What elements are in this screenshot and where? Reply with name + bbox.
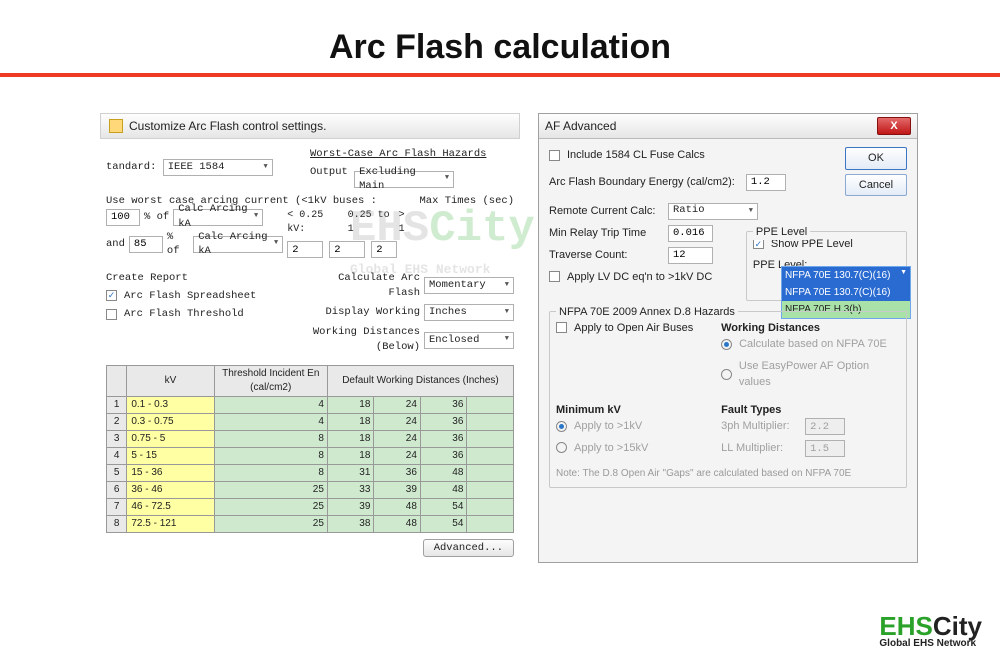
lbl-wd-1: Calculate based on NFPA 70E: [739, 336, 887, 353]
afbe-input[interactable]: [746, 174, 786, 191]
mrt-input[interactable]: [668, 225, 713, 242]
settings-panel: Customize Arc Flash control settings. EH…: [100, 113, 520, 563]
disp-w-label: Display Working: [325, 305, 420, 320]
d8-title: NFPA 70E 2009 Annex D.8 Hazards: [556, 304, 738, 321]
table-row: 636 - 4625333948: [107, 481, 514, 498]
th-kv: kV: [127, 365, 214, 396]
tc-label: Traverse Count:: [549, 247, 664, 264]
table-row: 746 - 72.525394854: [107, 498, 514, 515]
advanced-button[interactable]: Advanced...: [423, 539, 514, 557]
settings-icon: [109, 119, 123, 133]
lbl-wd-2: Use EasyPower AF Option values: [739, 358, 900, 391]
af-advanced-dialog: AF Advanced X OK Cancel Include 1584 CL …: [538, 113, 918, 563]
standard-select[interactable]: IEEE 1584: [163, 159, 273, 176]
ppe-group-title: PPE Level: [753, 224, 810, 241]
standard-label: tandard:: [106, 161, 156, 173]
ft-3ph-input[interactable]: [805, 418, 845, 435]
chk-spreadsheet[interactable]: [106, 290, 117, 301]
mt-v1[interactable]: [287, 241, 323, 258]
cancel-button[interactable]: Cancel: [845, 174, 907, 197]
close-icon[interactable]: X: [877, 117, 911, 135]
slide-title: Arc Flash calculation: [0, 28, 1000, 67]
table-row: 872.5 - 12125384854: [107, 515, 514, 532]
output-select[interactable]: Excluding Main: [354, 171, 454, 188]
calc-af-label: Calculate Arc Flash: [310, 271, 420, 300]
lbl-minkv-2: Apply to >15kV: [574, 440, 648, 457]
settings-header: Customize Arc Flash control settings.: [100, 113, 520, 139]
ft-title: Fault Types: [721, 402, 900, 419]
worst-case-title: Worst-Case Arc Flash Hazards: [310, 147, 510, 162]
settings-header-text: Customize Arc Flash control settings.: [129, 119, 326, 133]
table-row: 45 - 158182436: [107, 447, 514, 464]
ft-ll-input[interactable]: [805, 440, 845, 457]
lbl-minkv-1: Apply to >1kV: [574, 418, 642, 435]
wd-select[interactable]: Enclosed: [424, 332, 514, 349]
wc-of-2: % of: [167, 230, 189, 259]
afbe-label: Arc Flash Boundary Energy (cal/cm2):: [549, 174, 735, 191]
lbl-apply-lv: Apply LV DC eq'n to >1kV DC: [567, 269, 712, 286]
chk-include-1584[interactable]: [549, 150, 560, 161]
output-label: Output: [310, 166, 348, 178]
mt-col3: > 1: [399, 209, 416, 237]
mt-col2: 0.25 to 1: [348, 209, 393, 237]
lbl-include-1584: Include 1584 CL Fuse Calcs: [567, 147, 705, 164]
wd-label: Working Distances (Below): [310, 325, 420, 354]
lbl-spreadsheet: Arc Flash Spreadsheet: [124, 289, 256, 304]
lbl-threshold: Arc Flash Threshold: [124, 307, 244, 322]
tc-input[interactable]: [668, 247, 713, 264]
radio-minkv-1[interactable]: [556, 421, 567, 432]
minkv-title: Minimum kV: [556, 402, 721, 419]
dialog-title: AF Advanced: [545, 119, 616, 133]
th-threshold: Threshold Incident En (cal/cm2): [214, 365, 327, 396]
wc-calc-1[interactable]: Calc Arcing kA: [173, 209, 263, 226]
radio-wd-2[interactable]: [721, 369, 732, 380]
mt-col1: < 0.25 kV:: [287, 209, 341, 237]
calc-af-select[interactable]: Momentary: [424, 277, 514, 294]
th-blank: [107, 365, 127, 396]
wc-calc-2[interactable]: Calc Arcing kA: [193, 236, 283, 253]
radio-minkv-2[interactable]: [556, 442, 567, 453]
rcc-select[interactable]: Ratio: [668, 203, 758, 220]
d8-note: Note: The D.8 Open Air "Gaps" are calcul…: [556, 466, 900, 481]
th-default: Default Working Distances (Inches): [327, 365, 513, 396]
ppe-opt-1[interactable]: NFPA 70E 130.7(C)(16): [782, 284, 910, 301]
table-row: 30.75 - 58182436: [107, 430, 514, 447]
max-times-title: Max Times (sec): [419, 194, 514, 209]
distance-table: kV Threshold Incident En (cal/cm2) Defau…: [106, 365, 514, 533]
create-report-title: Create Report: [106, 271, 310, 286]
chk-apply-lv[interactable]: [549, 271, 560, 282]
wc-and: and: [106, 237, 125, 252]
ok-button[interactable]: OK: [845, 147, 907, 170]
rcc-label: Remote Current Calc:: [549, 203, 664, 220]
chk-apply-open[interactable]: [556, 322, 567, 333]
mrt-label: Min Relay Trip Time: [549, 225, 664, 242]
ft-3ph-label: 3ph Multiplier:: [721, 418, 801, 435]
wc-percent-2[interactable]: [129, 236, 163, 253]
lbl-apply-open: Apply to Open Air Buses: [574, 320, 693, 337]
chk-threshold[interactable]: [106, 309, 117, 320]
table-row: 10.1 - 0.34182436: [107, 396, 514, 413]
wc-percent-1[interactable]: [106, 209, 140, 226]
footer-logo: EHSCity Global EHS Network: [879, 611, 982, 649]
ft-ll-label: LL Multiplier:: [721, 440, 801, 457]
mt-v3[interactable]: [371, 241, 397, 258]
radio-wd-1[interactable]: [721, 339, 732, 350]
ppe-level-selected[interactable]: NFPA 70E 130.7(C)(16): [782, 267, 910, 284]
wc-of-1: % of: [144, 210, 169, 225]
wd-title: Working Distances: [721, 320, 900, 337]
table-row: 20.3 - 0.754182436: [107, 413, 514, 430]
mt-v2[interactable]: [329, 241, 365, 258]
table-row: 515 - 368313648: [107, 464, 514, 481]
disp-w-select[interactable]: Inches: [424, 304, 514, 321]
